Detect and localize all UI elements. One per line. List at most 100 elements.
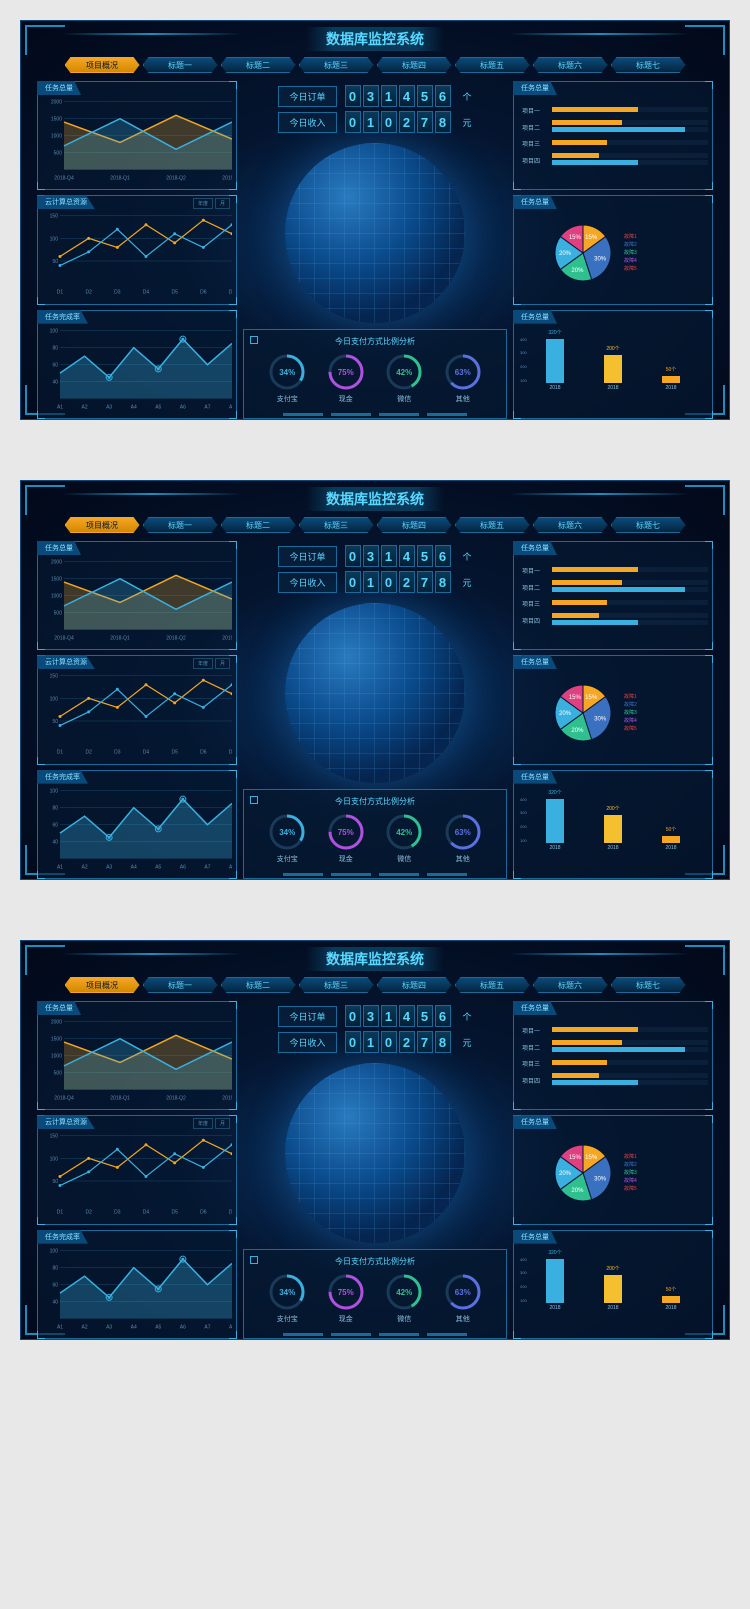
panel-corner xyxy=(705,81,713,89)
legend-item: 故障4 xyxy=(624,1177,637,1185)
tab-1[interactable]: 标题一 xyxy=(143,57,218,73)
tab-3[interactable]: 标题三 xyxy=(299,57,374,73)
hbar-row-0: 项目一 xyxy=(518,106,708,115)
hbar-chart: 项目一项目二项目三项目四 xyxy=(518,96,708,167)
svg-text:D4: D4 xyxy=(143,750,150,756)
svg-text:150: 150 xyxy=(50,674,59,680)
svg-text:A1: A1 xyxy=(57,1324,63,1330)
tab-6[interactable]: 标题六 xyxy=(533,517,608,533)
svg-text:A7: A7 xyxy=(204,864,210,870)
vbar-value: 50个 xyxy=(666,366,677,373)
progress-ring: 42% xyxy=(385,813,423,851)
hbar-label: 项目四 xyxy=(522,156,548,165)
hbar-track xyxy=(552,120,708,125)
panel-corner xyxy=(229,195,237,203)
vbar-value: 320个 xyxy=(548,1249,561,1256)
tab-7[interactable]: 标题七 xyxy=(611,57,686,73)
digit: 8 xyxy=(435,571,451,593)
content-grid: 任务总量5001000150020002018-Q42018-Q12018-Q2… xyxy=(21,77,729,417)
tab-5[interactable]: 标题五 xyxy=(455,517,530,533)
legend-item: 故障5 xyxy=(624,725,637,733)
digit: 1 xyxy=(381,85,397,107)
tab-3[interactable]: 标题三 xyxy=(299,977,374,993)
svg-text:2000: 2000 xyxy=(51,100,62,106)
hbar-fill xyxy=(552,127,685,132)
digit: 4 xyxy=(399,1005,415,1027)
panel-l3: 任务完成率406080100A1A2A3A4A5A6A7A8 xyxy=(37,1230,237,1339)
tab-6[interactable]: 标题六 xyxy=(533,57,608,73)
svg-text:2018-Q4: 2018-Q4 xyxy=(54,176,74,182)
metric-digits: 010278 xyxy=(345,111,451,133)
tab-4[interactable]: 标题四 xyxy=(377,977,452,993)
hbar-label: 项目二 xyxy=(522,583,548,592)
hbar-fill xyxy=(552,600,607,605)
svg-text:20%: 20% xyxy=(559,711,572,717)
digit: 2 xyxy=(399,571,415,593)
hbar-fill xyxy=(552,620,638,625)
hbar-row-1: 项目二 xyxy=(518,120,708,134)
panel-l2: 云计算总资源年度月50100150D1D2D3D4D5D6D7 xyxy=(37,195,237,304)
dashboard: 数据库监控系统项目概况标题一标题二标题三标题四标题五标题六标题七任务总量5001… xyxy=(20,940,730,1340)
tab-2[interactable]: 标题二 xyxy=(221,57,296,73)
tab-7[interactable]: 标题七 xyxy=(611,977,686,993)
legend-item: 故障3 xyxy=(624,249,637,257)
digit: 0 xyxy=(345,545,361,567)
toggle-option[interactable]: 月 xyxy=(215,658,230,669)
ring-item-1: 75%现金 xyxy=(327,353,365,404)
tab-3[interactable]: 标题三 xyxy=(299,517,374,533)
panel-corner xyxy=(250,796,258,804)
vbar-chart: 400300200100320个2018200个201850个2018 xyxy=(518,325,708,395)
tab-6[interactable]: 标题六 xyxy=(533,977,608,993)
toggle-option[interactable]: 月 xyxy=(215,198,230,209)
vbar-label: 2018 xyxy=(546,845,564,851)
payment-panel: 今日支付方式比例分析34%支付宝75%现金42%微信63%其他 xyxy=(243,329,507,419)
vbar xyxy=(662,376,680,383)
tab-0[interactable]: 项目概况 xyxy=(65,517,140,533)
tab-7[interactable]: 标题七 xyxy=(611,517,686,533)
ring-item-0: 34%支付宝 xyxy=(268,1273,306,1324)
toggle-option[interactable]: 年度 xyxy=(193,198,213,209)
digit: 6 xyxy=(435,1005,451,1027)
tab-0[interactable]: 项目概况 xyxy=(65,57,140,73)
area-chart: 406080100A1A2A3A4A5A6A7A8 xyxy=(42,325,232,416)
svg-text:A5: A5 xyxy=(155,404,161,410)
chart-area: 15%30%20%20%15%故障1故障2故障3故障4故障5 xyxy=(518,670,708,761)
panel-l2: 云计算总资源年度月50100150D1D2D3D4D5D6D7 xyxy=(37,655,237,764)
right-column: 任务总量项目一项目二项目三项目四任务总量15%30%20%20%15%故障1故障… xyxy=(513,1001,713,1339)
tab-1[interactable]: 标题一 xyxy=(143,977,218,993)
svg-text:D1: D1 xyxy=(57,750,64,756)
tab-1[interactable]: 标题一 xyxy=(143,517,218,533)
toggle-option[interactable]: 年度 xyxy=(193,658,213,669)
metric-revenue: 今日收入010278元 xyxy=(263,111,487,133)
digit: 5 xyxy=(417,1005,433,1027)
hbar-fill xyxy=(552,1047,685,1052)
vbar xyxy=(546,1259,564,1303)
tab-5[interactable]: 标题五 xyxy=(455,977,530,993)
svg-text:80: 80 xyxy=(52,805,58,811)
ring-value: 42% xyxy=(385,813,423,851)
svg-text:100: 100 xyxy=(50,697,59,703)
vbar-item-1: 200个2018 xyxy=(604,815,622,851)
digit: 1 xyxy=(381,545,397,567)
svg-text:D6: D6 xyxy=(200,1210,207,1216)
tab-2[interactable]: 标题二 xyxy=(221,517,296,533)
pie-chart: 15%30%20%20%15% xyxy=(548,1138,618,1208)
chart-area: 15%30%20%20%15%故障1故障2故障3故障4故障5 xyxy=(518,1130,708,1221)
tab-4[interactable]: 标题四 xyxy=(377,57,452,73)
toggle-option[interactable]: 月 xyxy=(215,1118,230,1129)
toggle-option[interactable]: 年度 xyxy=(193,1118,213,1129)
tab-0[interactable]: 项目概况 xyxy=(65,977,140,993)
svg-text:A6: A6 xyxy=(180,404,186,410)
payment-title: 今日支付方式比例分析 xyxy=(250,1256,500,1267)
chart-area: 5001000150020002018-Q42018-Q12018-Q22019… xyxy=(42,96,232,187)
tab-2[interactable]: 标题二 xyxy=(221,977,296,993)
left-column: 任务总量5001000150020002018-Q42018-Q12018-Q2… xyxy=(37,1001,237,1339)
pie-wrap: 15%30%20%20%15%故障1故障2故障3故障4故障5 xyxy=(518,1130,708,1212)
tab-5[interactable]: 标题五 xyxy=(455,57,530,73)
panel-corner xyxy=(250,1256,258,1264)
tab-4[interactable]: 标题四 xyxy=(377,517,452,533)
svg-text:D7: D7 xyxy=(229,750,232,756)
metric-orders: 今日订单031456个 xyxy=(263,1005,487,1027)
vbar-value: 50个 xyxy=(666,826,677,833)
svg-text:15%: 15% xyxy=(569,1155,582,1161)
